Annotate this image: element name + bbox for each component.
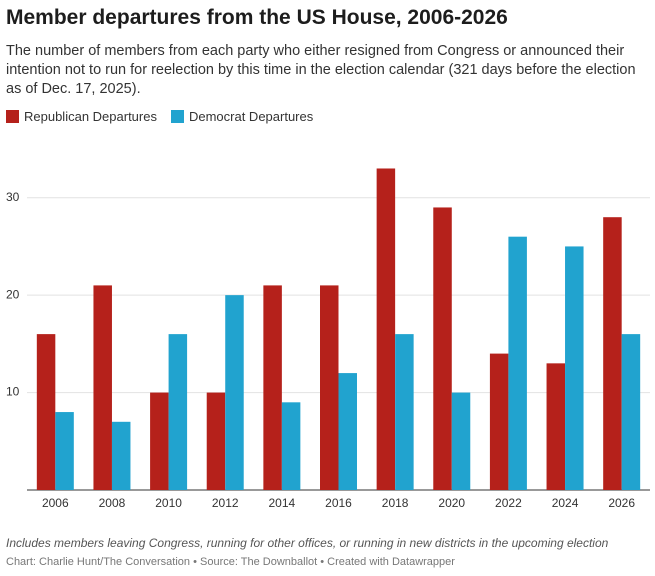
bar — [111, 421, 131, 490]
bar — [603, 217, 622, 490]
bar — [93, 285, 112, 490]
bar — [55, 412, 74, 490]
y-tick-label: 20 — [6, 287, 20, 301]
x-tick-label: 2018 — [382, 496, 409, 510]
y-tick-label: 10 — [6, 385, 20, 399]
bar — [281, 402, 301, 490]
x-tick-label: 2012 — [212, 496, 239, 510]
bar — [508, 236, 527, 490]
chart-title: Member departures from the US House, 200… — [6, 6, 508, 29]
legend: Republican Departures Democrat Departures — [6, 109, 313, 124]
x-tick-label: 2020 — [438, 496, 465, 510]
x-tick-label: 2024 — [552, 496, 579, 510]
credit: Chart: Charlie Hunt/The Conversation • S… — [6, 556, 455, 568]
bar — [376, 168, 396, 490]
bar — [150, 392, 169, 490]
legend-label: Democrat Departures — [188, 109, 314, 124]
bar — [565, 246, 584, 490]
bar — [338, 373, 357, 490]
x-tick-label: 2022 — [495, 496, 522, 510]
bar — [451, 392, 471, 490]
bar — [546, 363, 566, 490]
x-tick-label: 2026 — [608, 496, 635, 510]
legend-item: Democrat Departures — [170, 109, 314, 124]
x-tick-label: 2008 — [99, 496, 126, 510]
y-tick-label: 30 — [6, 190, 20, 204]
legend-swatch — [170, 110, 184, 123]
bar — [621, 334, 641, 490]
bar — [395, 334, 414, 490]
legend-label: Republican Departures — [24, 109, 157, 124]
footnote: Includes members leaving Congress, runni… — [6, 536, 609, 550]
bar — [489, 353, 509, 490]
bar — [433, 207, 452, 490]
bar — [168, 334, 188, 490]
x-tick-label: 2010 — [155, 496, 182, 510]
chart-subtitle: The number of members from each party wh… — [6, 43, 636, 97]
x-tick-label: 2006 — [42, 496, 69, 510]
x-tick-label: 2016 — [325, 496, 352, 510]
bar — [206, 392, 226, 490]
legend-swatch — [6, 110, 19, 123]
x-tick-label: 2014 — [269, 496, 296, 510]
bar — [225, 295, 244, 490]
legend-item: Republican Departures — [6, 109, 157, 124]
bar — [263, 285, 282, 490]
bar — [36, 334, 56, 490]
bar — [320, 285, 339, 490]
